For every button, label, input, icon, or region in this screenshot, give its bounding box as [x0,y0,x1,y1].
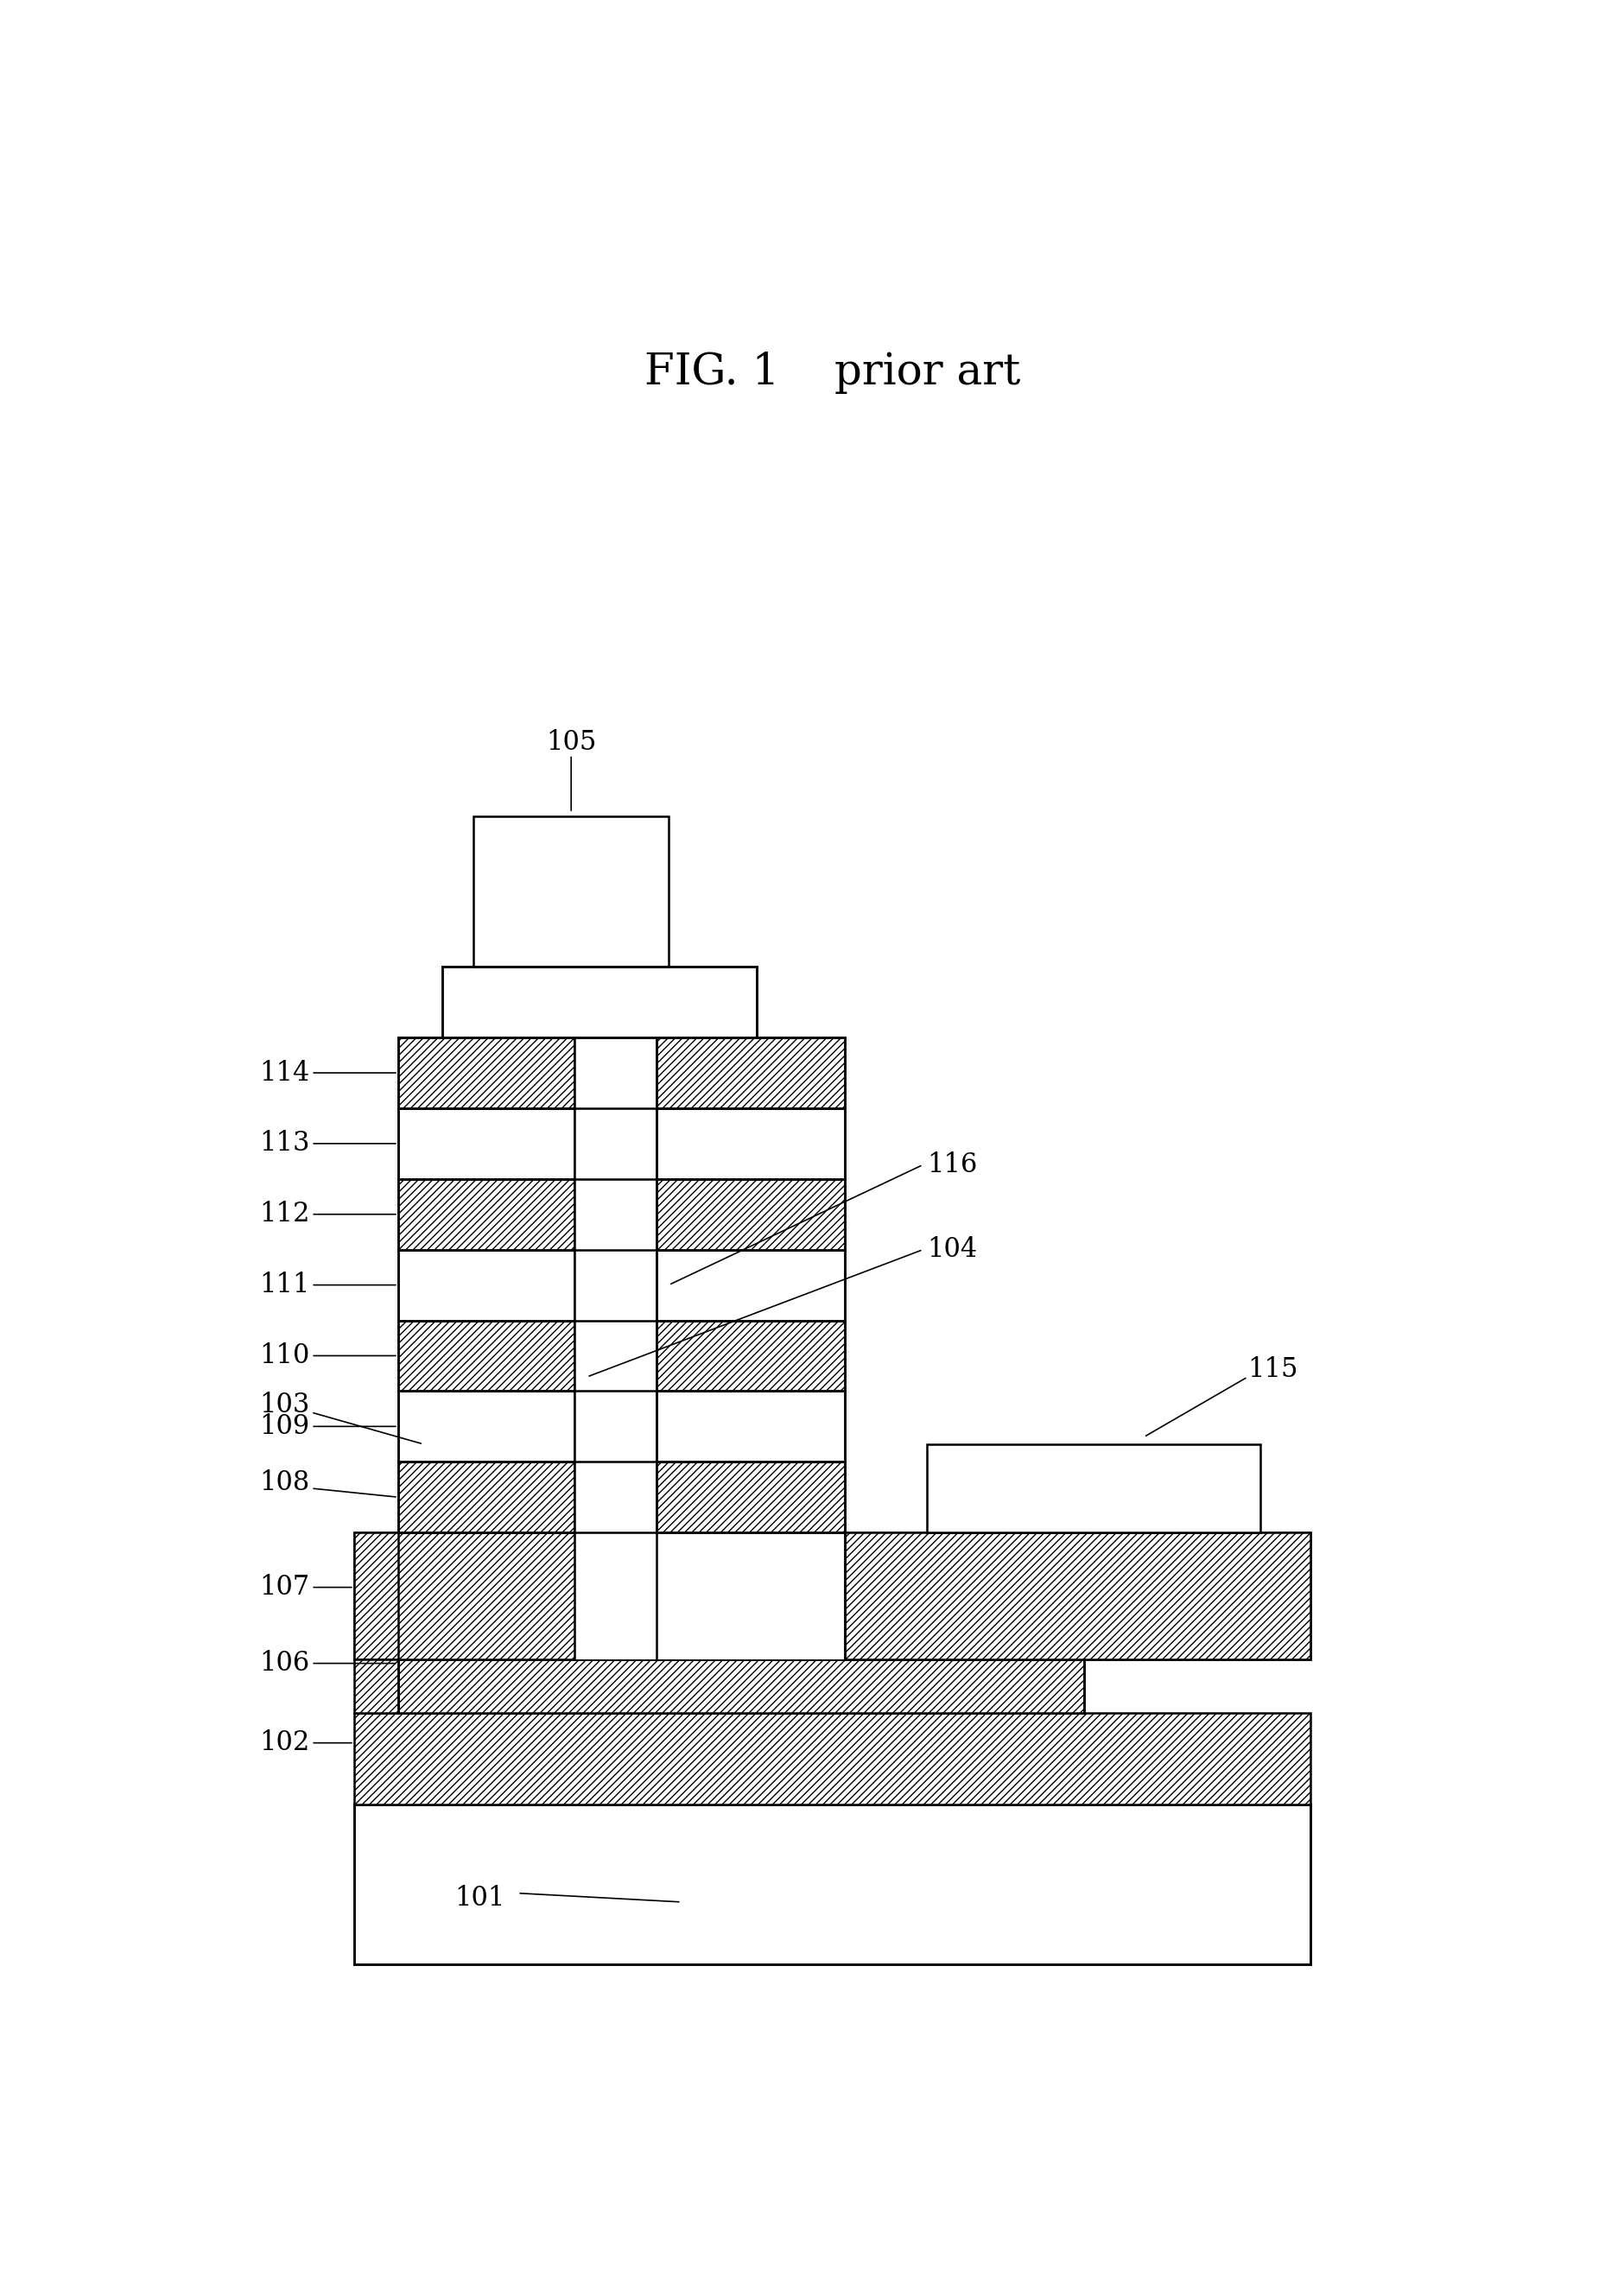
Bar [398,1391,575,1463]
Bar [844,1531,1311,1660]
Text: 113: 113 [260,1130,310,1157]
Text: 108: 108 [260,1469,310,1497]
Text: 115: 115 [1247,1357,1298,1382]
Bar [398,1660,1085,1713]
Bar [398,1178,575,1249]
Text: 109: 109 [260,1412,310,1440]
Text: 116: 116 [927,1150,978,1178]
Text: 107: 107 [260,1575,310,1600]
Bar [656,1320,844,1391]
Bar [398,1249,575,1320]
Bar [354,1531,398,1660]
Bar [398,1038,575,1109]
Bar [575,1249,656,1320]
Text: 104: 104 [927,1235,978,1263]
Bar [656,1531,844,1660]
Text: 102: 102 [260,1729,310,1756]
Bar [575,1038,656,1109]
Bar [354,1660,398,1713]
Bar [398,1109,575,1178]
Bar [656,1109,844,1178]
Bar [656,1463,844,1531]
Bar [575,1178,656,1249]
Text: 114: 114 [260,1058,310,1086]
Bar [575,1320,656,1391]
Bar [575,1391,656,1463]
Text: 111: 111 [260,1272,310,1300]
Bar [575,1463,656,1531]
Text: 110: 110 [260,1343,310,1368]
Text: FIG. 1    prior art: FIG. 1 prior art [645,351,1020,395]
Bar [656,1178,844,1249]
Bar [656,1391,844,1463]
Text: 101: 101 [455,1885,505,1913]
Text: 103: 103 [260,1391,310,1419]
Bar [354,1713,1311,1805]
Bar [354,1531,1311,1660]
Text: 106: 106 [260,1651,310,1676]
Bar [398,1320,575,1391]
Bar [656,1038,844,1109]
Bar [656,1249,844,1320]
Text: 105: 105 [546,728,596,755]
Text: 112: 112 [260,1201,310,1228]
Bar [354,1805,1311,1963]
Bar [442,967,757,1038]
Bar [398,1463,575,1531]
Bar [927,1444,1260,1531]
Bar [575,1531,656,1660]
Bar [575,1109,656,1178]
Bar [474,817,669,967]
